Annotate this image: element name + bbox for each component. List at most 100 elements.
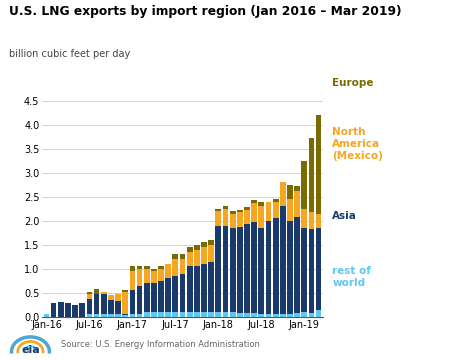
Bar [244, 224, 250, 313]
Bar [308, 229, 314, 313]
Bar [51, 303, 57, 317]
Bar [144, 266, 150, 269]
Bar [137, 266, 142, 269]
Bar [258, 202, 264, 206]
Bar [137, 285, 142, 314]
Bar [301, 228, 307, 312]
Bar [287, 221, 293, 314]
Text: rest of
world: rest of world [332, 266, 371, 288]
Bar [287, 314, 293, 317]
Bar [201, 312, 207, 317]
Bar [273, 314, 278, 317]
Bar [151, 312, 157, 317]
Bar [158, 269, 164, 281]
Bar [237, 313, 243, 317]
Bar [187, 252, 192, 266]
Bar [187, 266, 192, 312]
Bar [187, 312, 192, 317]
Bar [151, 269, 157, 271]
Bar [44, 314, 49, 317]
Text: eia: eia [21, 345, 40, 355]
Bar [94, 289, 99, 294]
Bar [80, 303, 85, 317]
Bar [180, 274, 185, 312]
Bar [108, 314, 114, 317]
Bar [108, 295, 114, 300]
Bar [122, 292, 128, 314]
Bar [208, 312, 214, 317]
Bar [251, 222, 257, 313]
Bar [144, 283, 150, 312]
Bar [215, 209, 221, 211]
Bar [151, 283, 157, 312]
Bar [287, 199, 293, 221]
Bar [173, 259, 178, 276]
Bar [244, 210, 250, 224]
Bar [158, 266, 164, 269]
Text: North
America
(Mexico): North America (Mexico) [332, 127, 383, 161]
Bar [294, 313, 300, 317]
Bar [130, 291, 135, 314]
Bar [144, 312, 150, 317]
Bar [101, 294, 107, 314]
Bar [187, 247, 192, 252]
Bar [65, 303, 71, 317]
Bar [87, 299, 92, 314]
Bar [301, 161, 307, 209]
Bar [122, 315, 128, 317]
Bar [316, 228, 322, 310]
Bar [223, 312, 228, 317]
Bar [223, 209, 228, 226]
Bar [251, 313, 257, 317]
Bar [180, 255, 185, 259]
Bar [301, 209, 307, 228]
Bar [287, 185, 293, 199]
Bar [130, 266, 135, 271]
Bar [194, 266, 200, 312]
Bar [266, 314, 271, 317]
Bar [223, 206, 228, 209]
Bar [173, 255, 178, 259]
Bar [115, 294, 121, 301]
Bar [165, 278, 171, 312]
Bar [273, 202, 278, 219]
Text: Europe: Europe [332, 78, 374, 88]
Bar [316, 115, 322, 213]
Bar [230, 228, 235, 312]
Bar [201, 247, 207, 264]
Bar [308, 138, 314, 212]
Bar [244, 313, 250, 317]
Text: Source: U.S. Energy Information Administration: Source: U.S. Energy Information Administ… [61, 340, 260, 349]
Bar [316, 213, 322, 228]
Bar [244, 207, 250, 210]
Bar [215, 211, 221, 226]
Bar [258, 206, 264, 228]
Bar [173, 276, 178, 312]
Bar [122, 290, 128, 292]
Bar [173, 312, 178, 317]
Bar [130, 314, 135, 317]
Bar [208, 245, 214, 262]
Bar [208, 262, 214, 312]
Bar [58, 302, 64, 317]
Bar [144, 269, 150, 283]
Text: Asia: Asia [332, 211, 357, 221]
Bar [137, 269, 142, 285]
Bar [87, 314, 92, 317]
Text: billion cubic feet per day: billion cubic feet per day [9, 49, 131, 59]
Bar [237, 210, 243, 212]
Bar [165, 264, 171, 278]
Bar [266, 202, 271, 221]
Bar [294, 190, 300, 217]
Bar [258, 228, 264, 314]
Bar [194, 249, 200, 266]
Bar [115, 314, 121, 317]
Bar [180, 312, 185, 317]
Bar [158, 312, 164, 317]
Bar [230, 211, 235, 213]
Bar [294, 186, 300, 190]
Bar [273, 199, 278, 202]
Bar [194, 245, 200, 249]
Bar [308, 313, 314, 317]
Bar [94, 314, 99, 317]
